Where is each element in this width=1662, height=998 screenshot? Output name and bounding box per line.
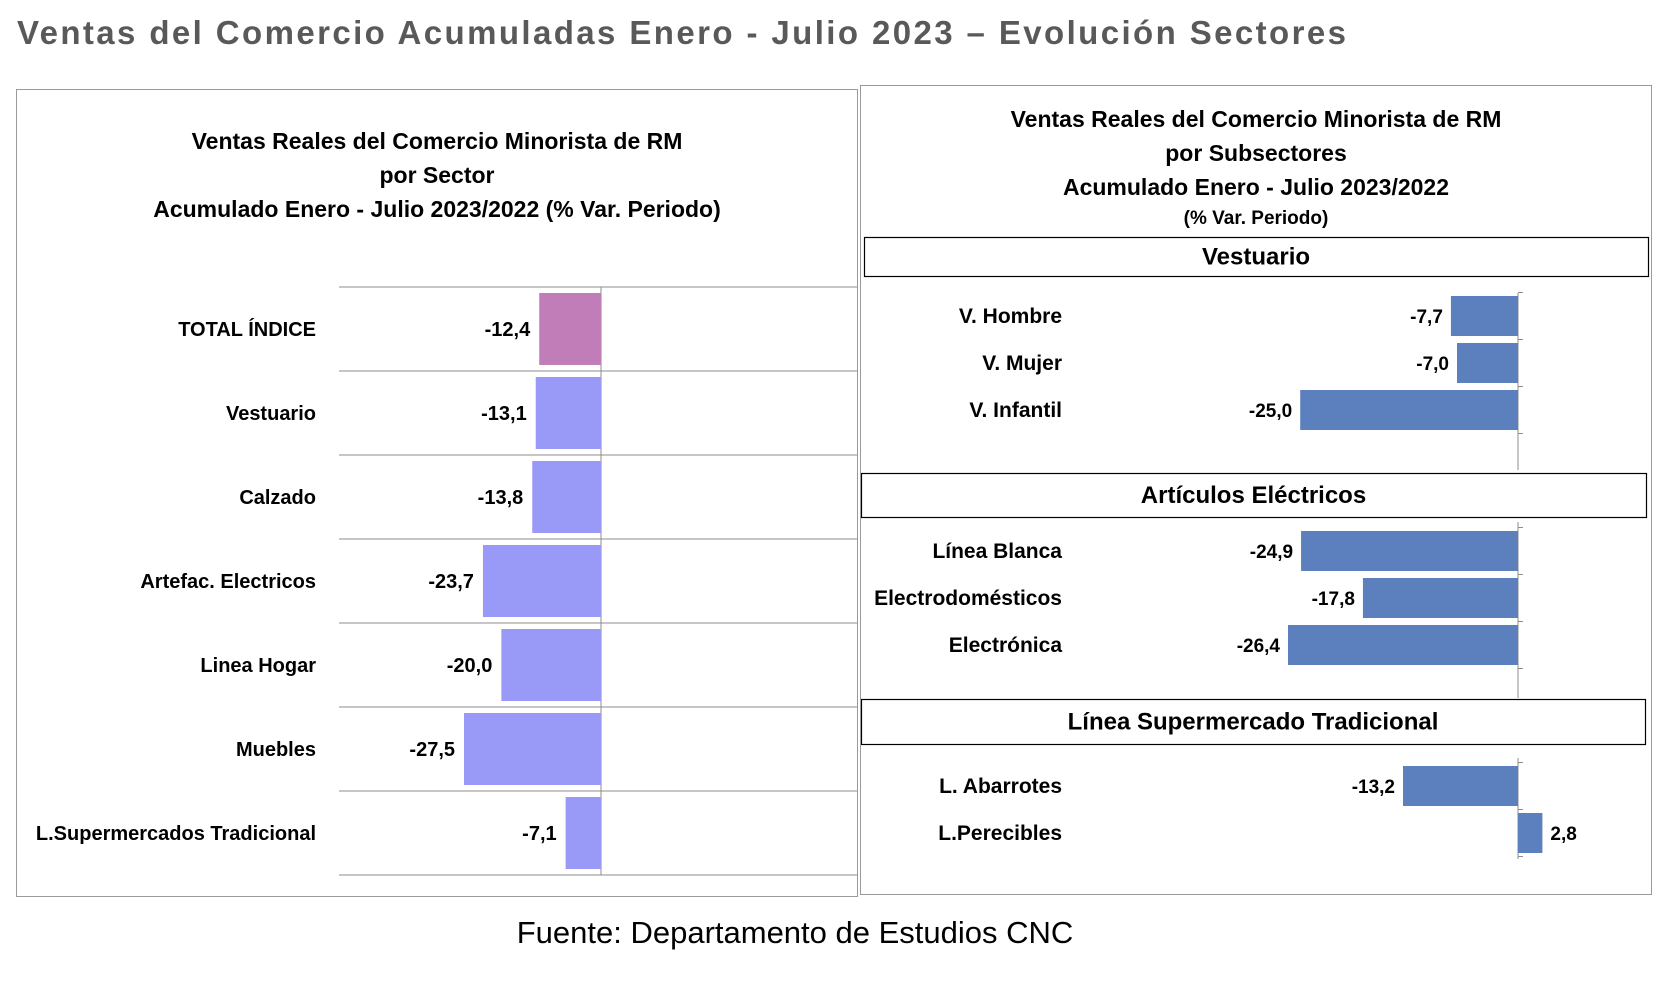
data-label: -7,7: [1410, 307, 1443, 328]
sector-chart-title: Ventas Reales del Comercio Minorista de …: [17, 124, 857, 226]
subsector-chart-title-line-3: Acumulado Enero - Julio 2023/2022: [1062, 174, 1450, 200]
category-label: L.Supermercados Tradicional: [36, 823, 316, 845]
data-label: -13,2: [1352, 777, 1395, 798]
category-label: Electrodomésticos: [874, 587, 1062, 610]
bar-l-perecibles: [1518, 813, 1543, 853]
subsector-chart-panel: Ventas Reales del Comercio Minorista de …: [860, 85, 1652, 895]
category-label: V. Infantil: [969, 399, 1062, 422]
category-label: Muebles: [236, 739, 316, 761]
bar-electronica: [1288, 625, 1518, 665]
sector-chart-title-line-2: por Sector: [379, 162, 495, 188]
category-label: L. Abarrotes: [939, 775, 1062, 798]
data-label: -20,0: [447, 655, 493, 677]
subsector-chart-title: Ventas Reales del Comercio Minorista de …: [861, 102, 1651, 234]
subsector-bar-chart: Vestuario V. Hombre -7,7 V. Mujer -7,0 V. Inf…: [861, 236, 1650, 859]
data-label: -23,7: [428, 571, 474, 593]
data-label: -13,1: [481, 403, 527, 425]
data-label: -26,4: [1237, 636, 1281, 657]
data-label: -17,8: [1312, 589, 1355, 610]
data-label: -24,9: [1250, 542, 1293, 563]
data-label: -12,4: [485, 319, 531, 341]
bar-l-supermercados-tradicional: [565, 797, 601, 869]
sector-chart-title-line-3: Acumulado Enero - Julio 2023/2022 (% Var…: [153, 196, 721, 222]
category-label: L.Perecibles: [938, 822, 1062, 845]
category-label: Artefac. Electricos: [140, 571, 316, 593]
category-label: TOTAL ÍNDICE: [178, 318, 316, 341]
bar-v-mujer: [1457, 343, 1518, 383]
data-label: -13,8: [478, 487, 524, 509]
bar-vestuario: [535, 377, 601, 449]
bar-linea-blanca: [1301, 531, 1518, 571]
bar-electrodomesticos: [1362, 578, 1518, 618]
bar-artefac-electricos: [482, 545, 601, 617]
data-label: -7,0: [1416, 354, 1449, 375]
category-label: V. Mujer: [982, 352, 1062, 375]
data-label: -25,0: [1249, 401, 1292, 422]
page-title: Ventas del Comercio Acumuladas Enero - J…: [17, 14, 1349, 51]
sector-chart-title-line-1: Ventas Reales del Comercio Minorista de …: [191, 128, 683, 154]
sector-bar-chart: TOTAL ÍNDICE -12,4 Vestuario -13,1 Calzado -1…: [36, 286, 857, 876]
subsector-chart-title-line-2: por Subsectores: [1165, 140, 1347, 166]
data-label: -27,5: [409, 739, 455, 761]
subsector-chart-title-note: (% Var. Periodo): [1183, 208, 1329, 229]
group-header-box: [861, 472, 1648, 519]
bar-muebles: [464, 713, 601, 785]
sector-chart-panel: Ventas Reales del Comercio Minorista de …: [16, 89, 858, 897]
group-header-box: [861, 698, 1647, 746]
bar-v-infantil: [1300, 390, 1518, 430]
data-label: 2,8: [1550, 824, 1576, 845]
group-header-articulos-electricos: Artículos Eléctricos: [1141, 482, 1366, 509]
group-header-vestuario: Vestuario: [1202, 244, 1310, 271]
bar-linea-hogar: [501, 629, 601, 701]
bar-calzado: [532, 461, 601, 533]
bar-l-abarrotes: [1403, 766, 1518, 806]
category-label: Calzado: [239, 487, 316, 509]
group-header-box: [863, 236, 1650, 278]
bar-v-hombre: [1450, 296, 1518, 336]
group-header-linea-supermercado-tradicional: Línea Supermercado Tradicional: [1068, 709, 1439, 736]
category-label: Vestuario: [226, 403, 316, 425]
category-label: Linea Hogar: [200, 655, 316, 677]
category-label: Línea Blanca: [932, 540, 1062, 563]
bar-total-indice: [539, 293, 601, 365]
category-label: V. Hombre: [959, 305, 1062, 328]
category-label: Electrónica: [949, 634, 1063, 657]
data-label: -7,1: [522, 823, 556, 845]
source-note: Fuente: Departamento de Estudios CNC: [516, 915, 1074, 950]
subsector-chart-title-line-1: Ventas Reales del Comercio Minorista de …: [1010, 106, 1502, 132]
